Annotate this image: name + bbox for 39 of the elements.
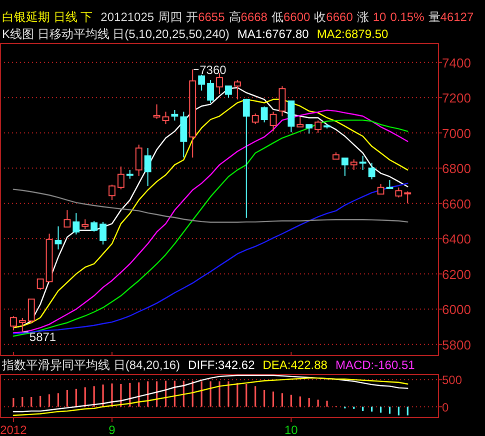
x-tick-label: 9: [108, 423, 116, 436]
series-label: DIFF:342.62: [188, 358, 256, 372]
text: MA2:6879.50: [316, 27, 389, 41]
y-tick-label: 6600: [442, 196, 471, 212]
text: MA1:6767.80: [237, 27, 310, 41]
y-tick-label: 6400: [442, 232, 471, 247]
candlestick: [64, 210, 71, 228]
y-tick-label: 7000: [442, 126, 471, 141]
y-tick-label: 6800: [442, 161, 471, 176]
candlestick: [144, 148, 152, 186]
candlestick: [242, 98, 250, 218]
line-series: [12, 188, 408, 223]
y-tick-label: 5800: [442, 337, 471, 352]
candlestick: [180, 111, 188, 158]
line-series: [12, 182, 408, 334]
candlestick: [386, 179, 394, 189]
chart-title: 白银延期 日线 下: [2, 10, 93, 24]
x-tick-label: 10: [284, 423, 298, 436]
text: 20121025 周四 开6655 高6668 低6600 收6660 涨 10 0.15% 量46127: [100, 10, 474, 24]
candlestick: [270, 111, 277, 132]
y-tick-label: 7200: [442, 90, 471, 106]
y-tick-label: 6000: [442, 302, 471, 318]
y-tick-label: 7400: [442, 55, 471, 70]
text: K线图 日移动平均线 日(5,10,20,25,50,240): [2, 27, 230, 41]
candlestick: [341, 158, 348, 176]
annotation: 5871: [29, 330, 56, 344]
y-tick-label: 6200: [442, 266, 471, 282]
chart-title: 指数平滑异同平均线 日(84,20,16): [1, 358, 180, 372]
candlestick: [288, 100, 295, 133]
y-tick-label: 500: [442, 373, 462, 388]
x-tick-label: 2012: [0, 423, 28, 436]
y-tick-label: 0: [442, 400, 449, 414]
candlestick: [377, 184, 384, 195]
text: MACD:-160.51: [335, 358, 416, 372]
candlestick: [135, 144, 142, 176]
series-label: DEA:422.88: [262, 358, 328, 372]
annotation: 7360: [200, 62, 227, 77]
candlestick: [296, 116, 304, 128]
candlestick: [46, 233, 53, 282]
